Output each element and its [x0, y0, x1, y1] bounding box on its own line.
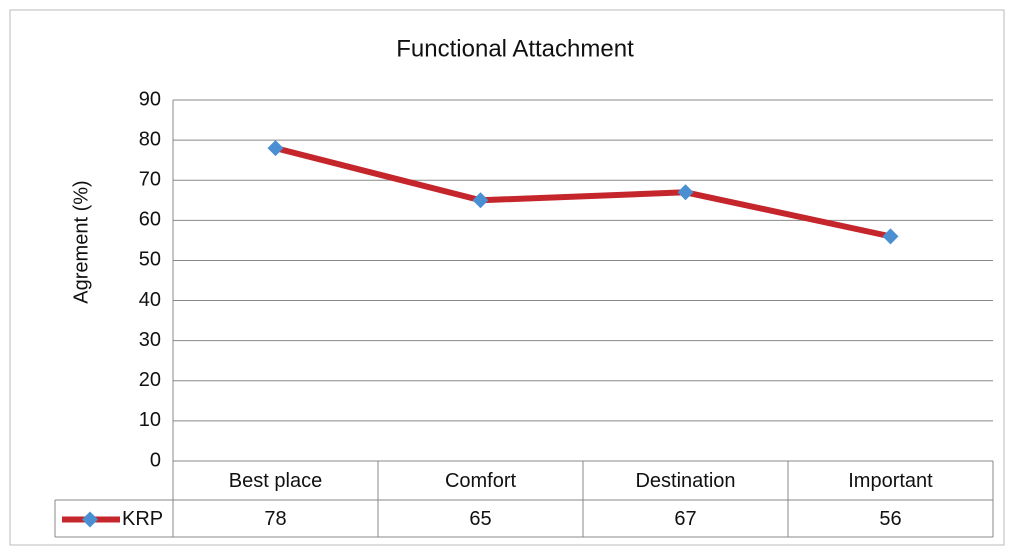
data-point [677, 184, 694, 201]
data-table-value: 65 [469, 508, 491, 530]
legend-label: KRP [122, 508, 163, 530]
y-axis-label: Agrement (%) [70, 180, 92, 303]
x-tick-label: Comfort [445, 470, 517, 492]
y-tick-label: 40 [139, 289, 161, 311]
chart-title: Functional Attachment [396, 35, 634, 62]
y-tick-label: 80 [139, 128, 161, 150]
data-table-value: 56 [879, 508, 901, 530]
legend-marker [82, 511, 98, 528]
x-tick-label: Best place [229, 470, 322, 492]
x-tick-label: Important [848, 470, 933, 492]
y-tick-label: 50 [139, 249, 161, 271]
data-point [267, 140, 284, 157]
data-point [882, 228, 899, 245]
y-tick-label: 70 [139, 169, 161, 191]
y-tick-label: 10 [139, 409, 161, 431]
data-table-value: 67 [674, 508, 696, 530]
y-tick-label: 90 [139, 88, 161, 110]
x-tick-label: Destination [635, 470, 735, 492]
data-table-value: 78 [264, 508, 286, 530]
y-tick-label: 30 [139, 329, 161, 351]
y-tick-label: 20 [139, 369, 161, 391]
y-tick-label: 0 [150, 449, 161, 471]
series-line [274, 145, 892, 240]
data-point [472, 192, 489, 209]
chart-frame [9, 9, 1005, 546]
y-tick-label: 60 [139, 209, 161, 231]
